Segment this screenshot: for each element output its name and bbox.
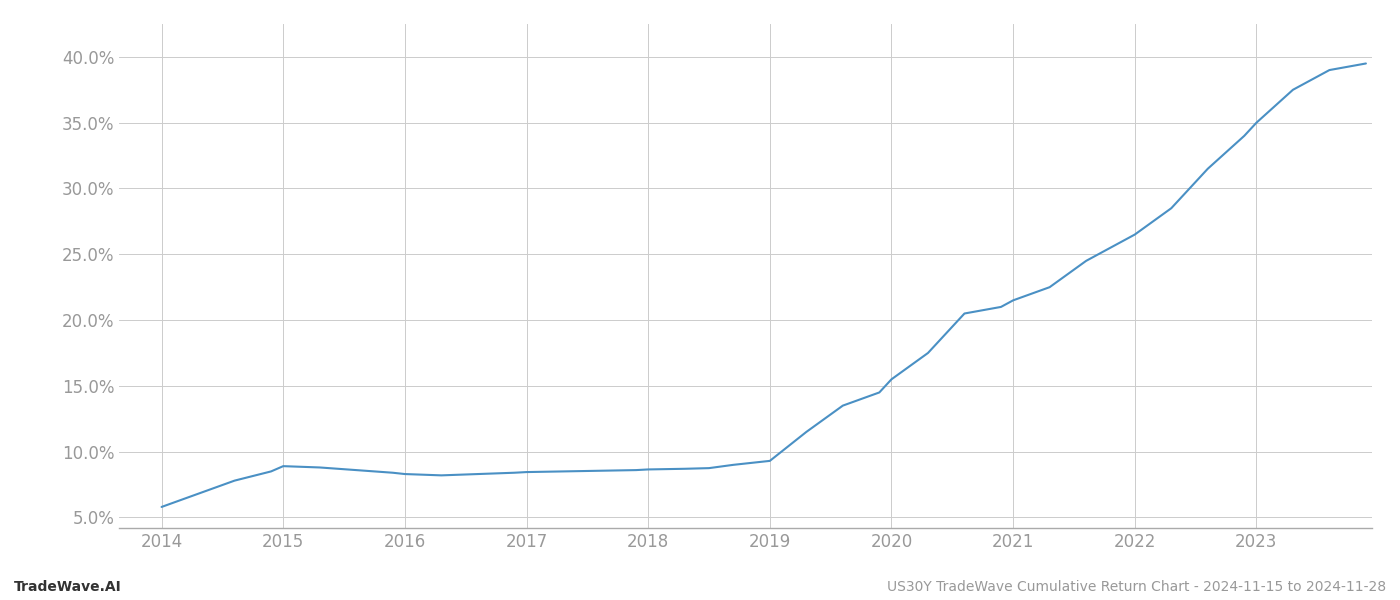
- Text: TradeWave.AI: TradeWave.AI: [14, 580, 122, 594]
- Text: US30Y TradeWave Cumulative Return Chart - 2024-11-15 to 2024-11-28: US30Y TradeWave Cumulative Return Chart …: [886, 580, 1386, 594]
